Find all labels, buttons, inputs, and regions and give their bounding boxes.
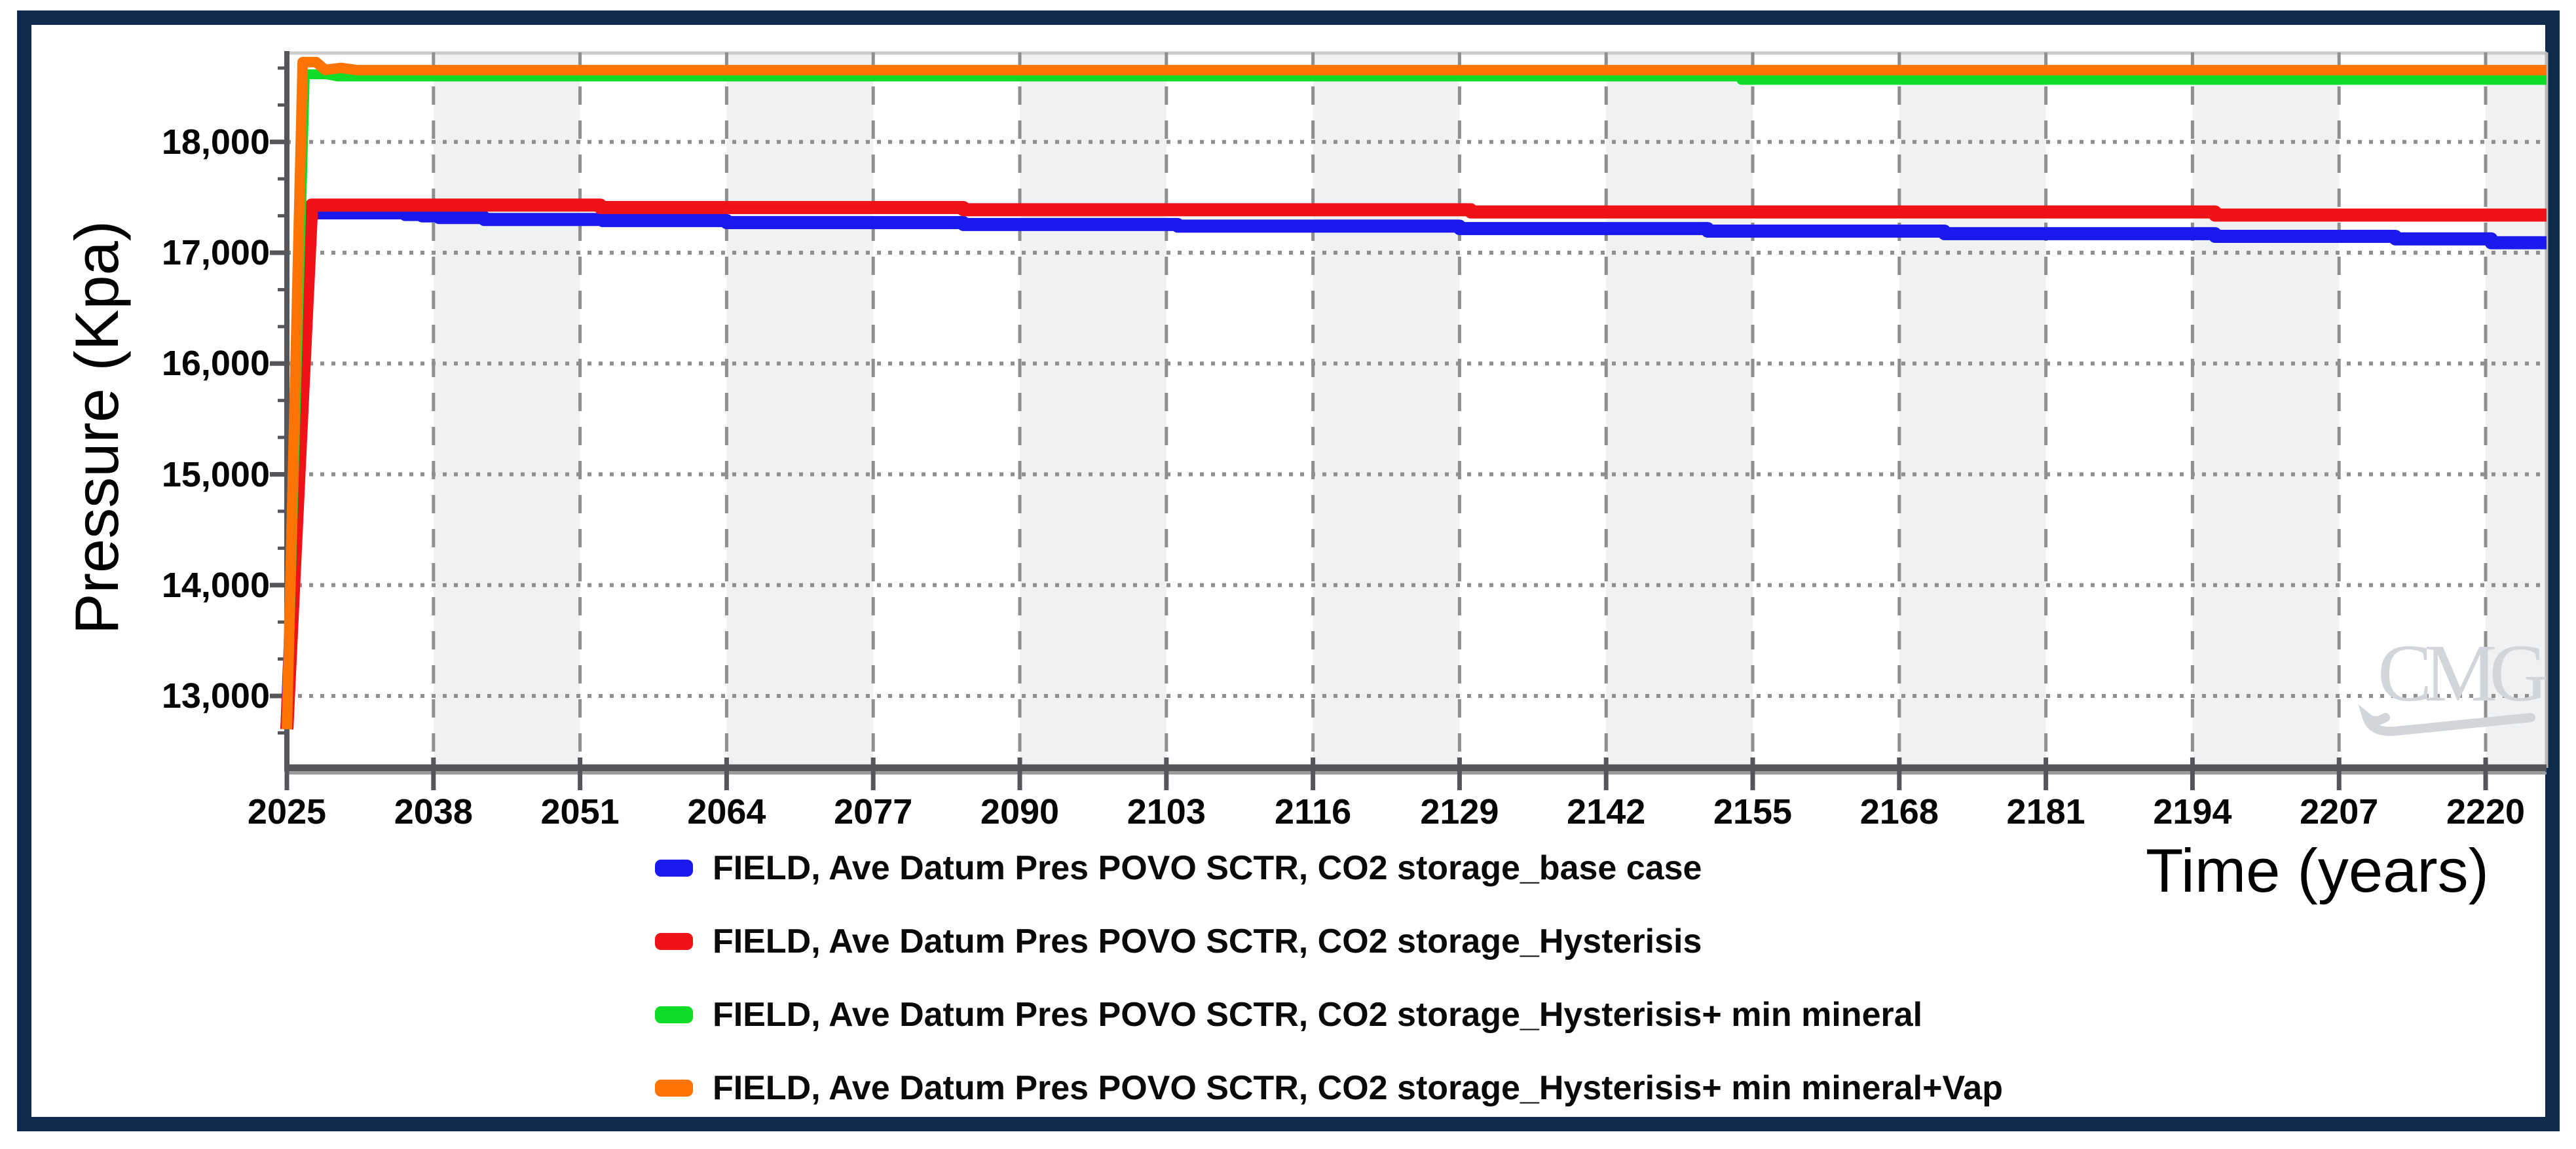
legend-swatch [655, 933, 693, 950]
legend-item: FIELD, Ave Datum Pres POVO SCTR, CO2 sto… [655, 994, 2003, 1036]
legend-label: FIELD, Ave Datum Pres POVO SCTR, CO2 sto… [713, 922, 1702, 960]
background-band [2192, 52, 2340, 768]
background-band [726, 52, 874, 768]
y-tick-label: 14,000 [161, 565, 270, 605]
y-tick-label: 16,000 [161, 344, 270, 384]
plot-area: CMG [270, 51, 2554, 790]
legend-swatch [655, 1006, 693, 1023]
x-tick-label: 2038 [394, 792, 473, 831]
legend-label: FIELD, Ave Datum Pres POVO SCTR, CO2 sto… [713, 1069, 2003, 1107]
series-line-1 [280, 198, 2547, 730]
x-tick-label: 2116 [1275, 792, 1352, 831]
x-tick-label: 2129 [1420, 792, 1499, 831]
legend-swatch [655, 860, 693, 877]
y-tick-label: 18,000 [161, 122, 270, 162]
background-band [1606, 52, 1753, 768]
legend-item: FIELD, Ave Datum Pres POVO SCTR, CO2 sto… [655, 921, 2003, 962]
y-tick-label: 17,000 [161, 233, 270, 273]
legend-item: FIELD, Ave Datum Pres POVO SCTR, CO2 sto… [655, 847, 2003, 889]
background-band [1313, 52, 1460, 768]
x-tick-label: 2207 [2300, 792, 2379, 831]
series-line-0 [280, 206, 2547, 730]
x-tick-label: 2103 [1127, 792, 1206, 831]
legend-label: FIELD, Ave Datum Pres POVO SCTR, CO2 sto… [713, 849, 1702, 887]
x-tick-label: 2181 [2006, 792, 2085, 831]
background-band [1899, 52, 2046, 768]
legend: FIELD, Ave Datum Pres POVO SCTR, CO2 sto… [655, 847, 2003, 1140]
x-tick-label: 2194 [2153, 792, 2232, 831]
x-tick-label: 2142 [1567, 792, 1646, 831]
x-tick-label: 2077 [834, 792, 913, 831]
background-band [433, 52, 580, 768]
background-band [2486, 52, 2547, 768]
figure-border: Pressure (Kpa) 13,000 14,000 15,000 16,000 1… [17, 10, 2560, 1131]
x-tick-label: 2220 [2446, 792, 2526, 831]
legend-item: FIELD, Ave Datum Pres POVO SCTR, CO2 sto… [655, 1067, 2003, 1109]
x-tick-label: 2064 [687, 792, 766, 831]
series-line-3 [282, 56, 2547, 729]
background-band [1020, 52, 1167, 768]
y-tick-label: 13,000 [161, 676, 270, 716]
cmg-watermark: CMG [2378, 629, 2547, 719]
x-axis-title: Time (years) [2146, 836, 2489, 905]
x-tick-label: 2025 [247, 792, 327, 831]
y-tick-label: 15,000 [161, 454, 270, 494]
x-tick-label: 2168 [1859, 792, 1939, 831]
x-tick-label: 2051 [540, 792, 620, 831]
x-tick-label: 2155 [1713, 792, 1793, 831]
legend-label: FIELD, Ave Datum Pres POVO SCTR, CO2 sto… [713, 996, 1923, 1034]
x-tick-label: 2090 [980, 792, 1060, 831]
legend-swatch [655, 1080, 693, 1097]
